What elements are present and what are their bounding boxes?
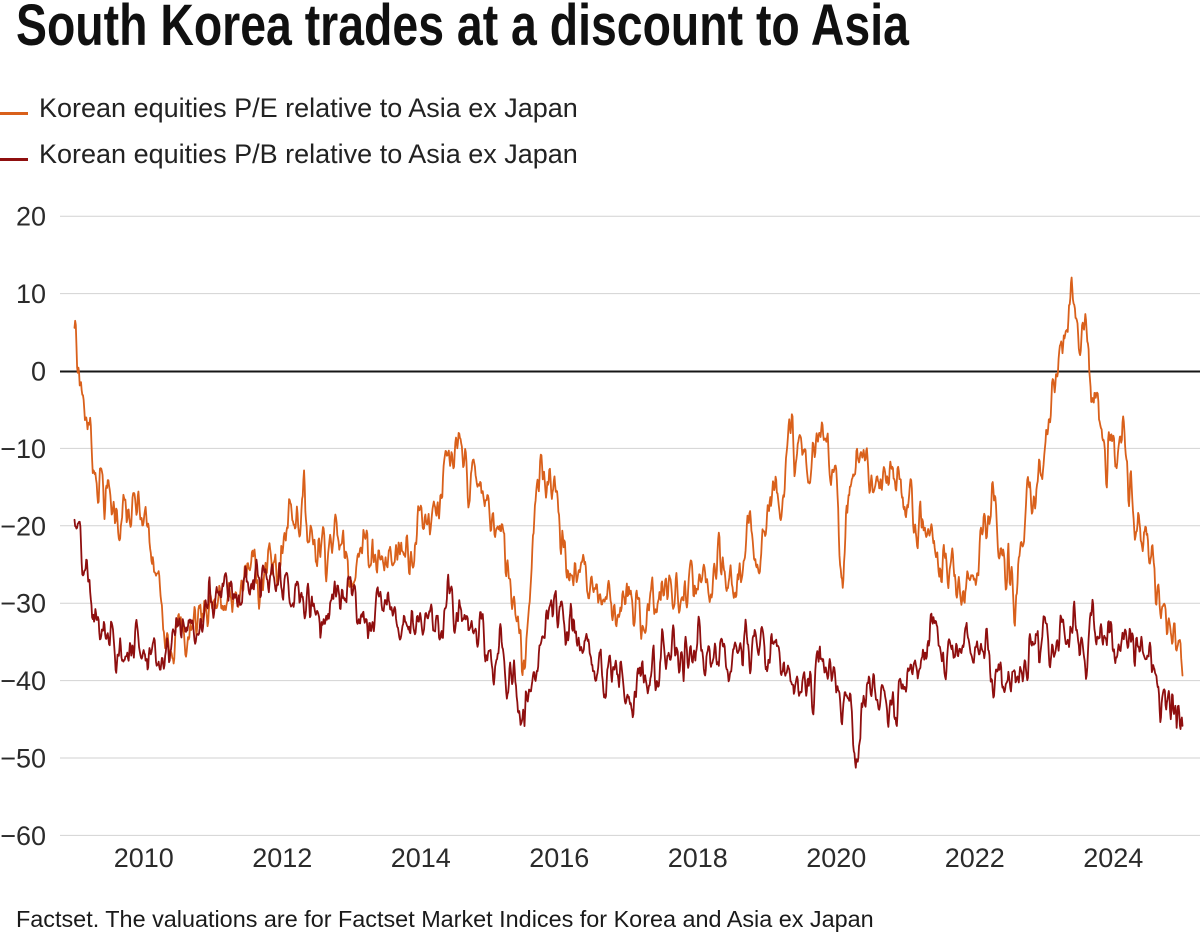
svg-text:−10: −10	[0, 434, 46, 464]
svg-text:2014: 2014	[391, 843, 451, 873]
svg-text:2024: 2024	[1083, 843, 1143, 873]
svg-text:2018: 2018	[668, 843, 728, 873]
svg-text:20: 20	[16, 202, 46, 232]
svg-text:2010: 2010	[114, 843, 174, 873]
svg-text:10: 10	[16, 279, 46, 309]
svg-text:2016: 2016	[529, 843, 589, 873]
svg-text:−60: −60	[0, 821, 46, 851]
svg-text:−20: −20	[0, 511, 46, 541]
svg-text:0: 0	[31, 357, 46, 387]
svg-text:−30: −30	[0, 589, 46, 619]
svg-text:−40: −40	[0, 666, 46, 696]
svg-text:2012: 2012	[252, 843, 312, 873]
svg-text:−50: −50	[0, 744, 46, 774]
svg-text:2022: 2022	[945, 843, 1005, 873]
svg-text:2020: 2020	[806, 843, 866, 873]
